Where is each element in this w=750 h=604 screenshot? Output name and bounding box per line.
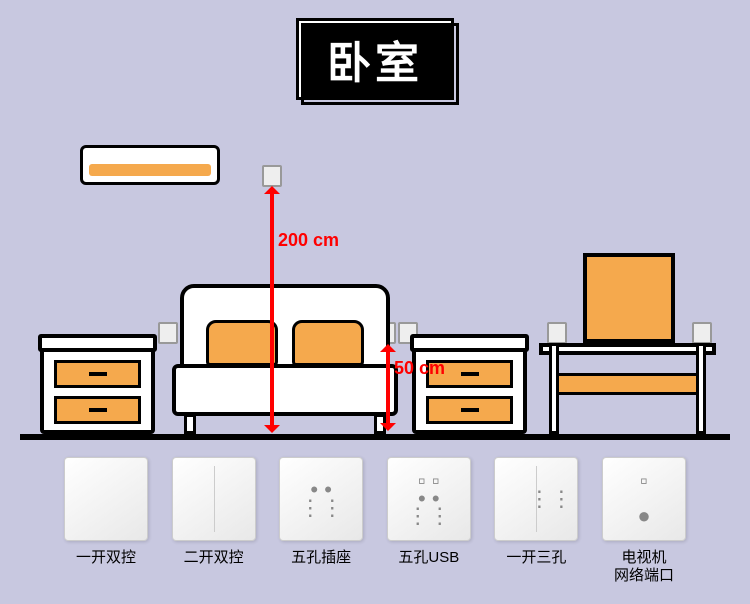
- tv-network-icon: ▫●: [602, 457, 686, 541]
- socket-usb-icon: ▫ ▫• •⋮⋮: [387, 457, 471, 541]
- legend-label: 二开双控: [184, 549, 244, 568]
- switch-socket-icon: ⋮⋮: [494, 457, 578, 541]
- bed: [180, 284, 390, 434]
- dimension-arrow-200: [270, 192, 274, 427]
- socket-5hole-icon: • •⋮⋮: [279, 457, 363, 541]
- nightstand-left: [40, 334, 155, 434]
- nightstand-right: [412, 334, 527, 434]
- dimension-label-200: 200 cm: [278, 230, 339, 251]
- pillow: [292, 320, 364, 366]
- switch-2gang-icon: [172, 457, 256, 541]
- floor-line: [20, 434, 730, 440]
- legend-item: ▫ ▫• •⋮⋮ 五孔USB: [379, 457, 479, 587]
- table-leg: [696, 343, 706, 434]
- legend-item: ▫● 电视机网络端口: [594, 457, 694, 587]
- legend-label: 电视机网络端口: [614, 549, 674, 587]
- legend-item: ⋮⋮ 一开三孔: [486, 457, 586, 587]
- table-leg: [549, 343, 559, 434]
- legend-label: 一开三孔: [506, 549, 566, 568]
- switch-1gang-icon: [64, 457, 148, 541]
- legend-item: • •⋮⋮ 五孔插座: [271, 457, 371, 587]
- legend-label: 五孔USB: [398, 549, 459, 568]
- legend-item: 一开双控: [56, 457, 156, 587]
- table-top: [539, 343, 716, 355]
- air-conditioner: [80, 145, 220, 185]
- dimension-label-50: 50 cm: [394, 358, 445, 379]
- tv-table: [545, 299, 710, 434]
- pillow: [206, 320, 278, 366]
- legend-label: 一开双控: [76, 549, 136, 568]
- legend-label: 五孔插座: [291, 549, 351, 568]
- page-title: 卧室: [327, 27, 423, 91]
- legend-item: 二开双控: [164, 457, 264, 587]
- drawer: [54, 396, 141, 424]
- table-shelf: [553, 373, 702, 395]
- bed-leg: [184, 414, 196, 434]
- room-scene: 200 cm 50 cm: [20, 100, 730, 440]
- tv-screen: [583, 253, 675, 343]
- outlet-bed-left: [158, 322, 178, 344]
- drawer: [426, 396, 513, 424]
- title-box: 卧室: [296, 18, 454, 100]
- legend-row: 一开双控 二开双控 • •⋮⋮ 五孔插座 ▫ ▫• •⋮⋮ 五孔USB ⋮⋮ 一…: [56, 457, 694, 587]
- dimension-arrow-50: [386, 350, 390, 425]
- drawer: [54, 360, 141, 388]
- mattress: [172, 364, 398, 416]
